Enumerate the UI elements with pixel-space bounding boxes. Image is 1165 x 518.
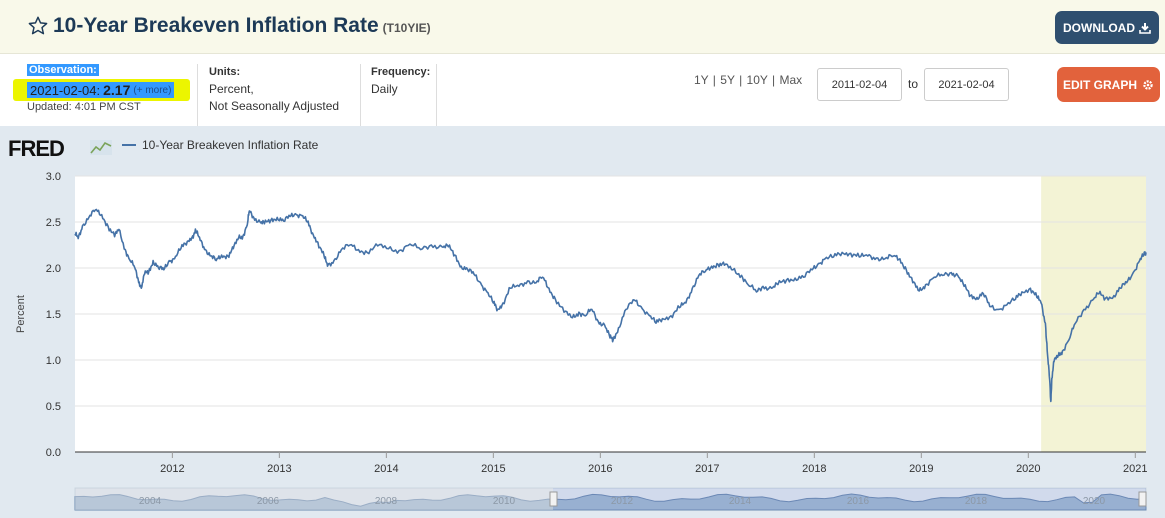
navigator-label: 2006	[257, 496, 280, 507]
navigator-label: 2010	[493, 496, 516, 507]
page-title: 10-Year Breakeven Inflation Rate (T10YIE)	[53, 14, 431, 38]
divider	[360, 64, 361, 126]
navigator-unselected-mask	[75, 488, 553, 510]
series-line	[74, 208, 1147, 403]
legend-swatch	[122, 144, 136, 146]
x-tick-label: 2016	[588, 463, 612, 475]
frequency-label: Frequency:	[371, 66, 431, 78]
x-tick-label: 2020	[1016, 463, 1040, 475]
fred-chart-icon	[90, 140, 112, 155]
units-label: Units:	[209, 66, 241, 78]
x-tick-label: 2012	[160, 463, 184, 475]
y-tick-label: 2.5	[46, 217, 61, 229]
x-tick-label: 2018	[802, 463, 826, 475]
frequency-block: Frequency: Daily	[371, 64, 430, 98]
download-icon	[1139, 22, 1151, 34]
chart-legend: 10-Year Breakeven Inflation Rate	[122, 138, 318, 152]
navigator-handle[interactable]	[549, 491, 558, 507]
x-tick-label: 2021	[1123, 463, 1147, 475]
edit-graph-label: EDIT GRAPH	[1062, 77, 1137, 92]
observation-highlight: 2021-02-04: 2.17 (+ more)	[13, 79, 190, 101]
to-label: to	[908, 77, 919, 91]
navigator-label: 2020	[1083, 496, 1106, 507]
y-tick-label: 0.5	[46, 401, 61, 413]
observation-value: 2.17	[103, 82, 131, 98]
edit-graph-button[interactable]: EDIT GRAPH	[1057, 67, 1160, 102]
range-10y[interactable]: 10Y	[746, 73, 768, 87]
x-tick-label: 2013	[267, 463, 291, 475]
navigator-selected-window	[553, 488, 1146, 510]
y-tick-label: 3.0	[46, 171, 61, 183]
download-label: DOWNLOAD	[1063, 20, 1135, 35]
x-tick-label: 2019	[909, 463, 933, 475]
navigator-label: 2018	[965, 496, 988, 507]
range-selector: 1Y | 5Y | 10Y | Max	[694, 73, 803, 87]
frequency-value: Daily	[371, 82, 398, 96]
navigator-label: 2016	[847, 496, 870, 507]
series-code: (T10YIE)	[382, 21, 431, 35]
navigator-handle[interactable]	[1138, 491, 1147, 507]
units-line2: Not Seasonally Adjusted	[209, 99, 340, 113]
observation-more-link[interactable]: (+ more)	[133, 84, 172, 96]
star-outline-icon[interactable]	[27, 15, 49, 37]
chart-panel: FRED 10-Year Breakeven Inflation Rate 0.…	[0, 126, 1165, 518]
series-meta: Observation: 2021-02-04: 2.17 (+ more) U…	[0, 58, 1165, 126]
navigator-label: 2004	[139, 496, 162, 507]
series-header: 10-Year Breakeven Inflation Rate (T10YIE)…	[0, 0, 1165, 54]
fred-logo: FRED	[8, 136, 65, 161]
y-tick-label: 1.5	[46, 309, 61, 321]
range-5y[interactable]: 5Y	[720, 73, 735, 87]
start-date-input[interactable]: 2011-02-04	[817, 68, 902, 101]
navigator-label: 2012	[611, 496, 634, 507]
y-tick-label: 1.0	[46, 355, 61, 367]
download-button[interactable]: DOWNLOAD	[1055, 11, 1159, 44]
updated-text: Updated: 4:01 PM CST	[27, 101, 141, 113]
navigator-label: 2014	[729, 496, 752, 507]
navigator-label: 2008	[375, 496, 398, 507]
observation-value-row: 2021-02-04: 2.17 (+ more)	[27, 82, 175, 98]
units-block: Units: Percent, Not Seasonally Adjusted	[209, 64, 339, 115]
x-tick-label: 2014	[374, 463, 398, 475]
chart-svg[interactable]: 0.0 0.5 1.0 1.5 2.0 2.5 3.0 2012 2013 2014 2015 201…	[0, 126, 1165, 518]
units-line1: Percent,	[209, 82, 254, 96]
series-title: 10-Year Breakeven Inflation Rate	[53, 14, 379, 37]
observation-date: 2021-02-04:	[30, 82, 101, 98]
observation-heading: Observation:	[27, 64, 99, 76]
range-max[interactable]: Max	[779, 73, 803, 87]
y-tick-label: 0.0	[46, 447, 61, 459]
x-tick-label: 2017	[695, 463, 719, 475]
observation-label: Observation:	[27, 64, 99, 76]
x-tick-label: 2015	[481, 463, 505, 475]
divider	[436, 64, 437, 126]
range-1y[interactable]: 1Y	[694, 73, 709, 87]
end-date-input[interactable]: 2021-02-04	[924, 68, 1009, 101]
y-axis-label: Percent	[15, 295, 27, 333]
legend-label: 10-Year Breakeven Inflation Rate	[142, 138, 319, 152]
divider	[197, 64, 198, 126]
y-tick-label: 2.0	[46, 263, 61, 275]
gear-icon	[1143, 79, 1153, 90]
